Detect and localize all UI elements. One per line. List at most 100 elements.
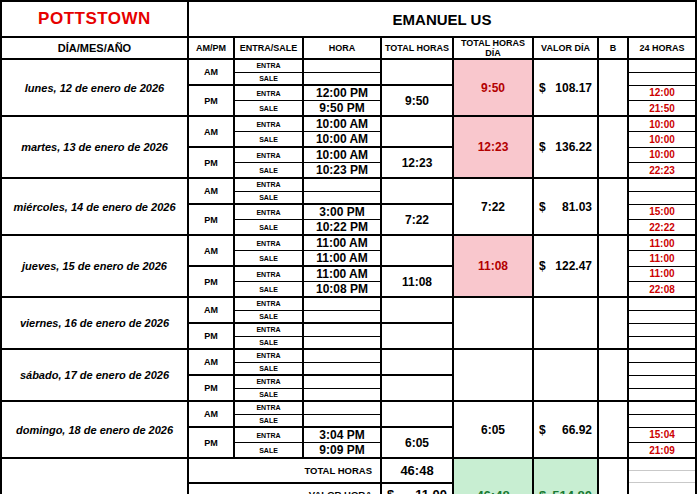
title-row: POTTSTOWN EMANUEL US <box>1 1 696 37</box>
entra-label: ENTRA <box>234 204 303 220</box>
entra-label: ENTRA <box>234 297 303 310</box>
am-label: AM <box>188 349 234 375</box>
total-am-cell <box>381 59 453 85</box>
footer-empty-cell <box>1 458 188 494</box>
b-cell[interactable] <box>598 178 628 235</box>
h24-cell: 15:00 <box>628 204 696 220</box>
valor-hora-value: $11.00 <box>381 483 453 494</box>
h24-cell: 10:00 <box>628 116 696 132</box>
total-pm-cell: 7:22 <box>381 204 453 235</box>
hora-cell[interactable]: 10:00 AM <box>303 132 381 148</box>
hora-cell[interactable] <box>303 59 381 72</box>
h24-empty-row <box>629 471 695 483</box>
currency-sign: $ <box>539 423 546 437</box>
am-label: AM <box>188 59 234 85</box>
table-row: sábado, 17 de enero de 2026 AM ENTRA <box>1 349 696 362</box>
sale-label: SALE <box>234 251 303 267</box>
hora-cell[interactable]: 9:09 PM <box>303 443 381 459</box>
h24-cell: 11:00 <box>628 266 696 282</box>
sale-label: SALE <box>234 163 303 179</box>
hora-cell[interactable] <box>303 401 381 414</box>
b-cell[interactable] <box>598 59 628 116</box>
entra-label: ENTRA <box>234 235 303 251</box>
entra-label: ENTRA <box>234 349 303 362</box>
hora-cell[interactable] <box>303 323 381 336</box>
hora-cell[interactable]: 9:50 PM <box>303 101 381 117</box>
hora-cell[interactable] <box>303 388 381 401</box>
valor-dia-cell: $81.03 <box>533 178 598 235</box>
h24-cell: 11:00 <box>628 235 696 251</box>
total-am-cell <box>381 401 453 427</box>
hora-cell[interactable]: 10:08 PM <box>303 282 381 298</box>
total-horas-label: TOTAL HORAS <box>188 458 381 483</box>
h24-cell <box>628 323 696 336</box>
hora-cell[interactable] <box>303 72 381 85</box>
column-header-row: DÍA/MES/AÑO AM/PM ENTRA/SALE HORA TOTAL … <box>1 37 696 59</box>
h24-cell <box>628 191 696 204</box>
sale-label: SALE <box>234 443 303 459</box>
hora-cell[interactable] <box>303 362 381 375</box>
table-row: domingo, 18 de enero de 2026 AM ENTRA 6:… <box>1 401 696 414</box>
h24-cell <box>628 59 696 72</box>
h24-cell: 10:00 <box>628 132 696 148</box>
total-pm-cell: 6:05 <box>381 427 453 458</box>
b-cell[interactable] <box>598 458 628 494</box>
table-row: viernes, 16 de enero de 2026 AM ENTRA <box>1 297 696 310</box>
sale-label: SALE <box>234 362 303 375</box>
hora-cell[interactable] <box>303 349 381 362</box>
b-cell[interactable] <box>598 116 628 178</box>
h24-cell <box>628 375 696 388</box>
total-pm-cell: 12:23 <box>381 147 453 178</box>
hora-cell[interactable] <box>303 178 381 191</box>
pm-label: PM <box>188 85 234 116</box>
sale-label: SALE <box>234 336 303 349</box>
total-am-cell <box>381 116 453 147</box>
hora-cell[interactable]: 3:00 PM <box>303 204 381 220</box>
hora-cell[interactable] <box>303 297 381 310</box>
entra-label: ENTRA <box>234 266 303 282</box>
h24-cell <box>628 178 696 191</box>
b-cell[interactable] <box>598 235 628 297</box>
h24-cell: 22:23 <box>628 163 696 179</box>
hora-cell[interactable] <box>303 191 381 204</box>
h24-cell: 21:09 <box>628 443 696 459</box>
entra-label: ENTRA <box>234 375 303 388</box>
table-row: miércoles, 14 de enero de 2026 AM ENTRA … <box>1 178 696 191</box>
h24-cell <box>628 362 696 375</box>
hora-cell[interactable] <box>303 414 381 427</box>
sale-label: SALE <box>234 282 303 298</box>
currency-sign: $ <box>539 488 546 494</box>
sale-label: SALE <box>234 72 303 85</box>
h24-cell: 15:04 <box>628 427 696 443</box>
hora-cell[interactable]: 3:04 PM <box>303 427 381 443</box>
pm-label: PM <box>188 266 234 297</box>
b-cell[interactable] <box>598 349 628 401</box>
entra-label: ENTRA <box>234 147 303 163</box>
h24-cell <box>628 401 696 414</box>
hora-cell[interactable] <box>303 336 381 349</box>
hora-cell[interactable]: 11:00 AM <box>303 266 381 282</box>
pm-label: PM <box>188 427 234 458</box>
hora-cell[interactable]: 10:22 PM <box>303 220 381 236</box>
header-total-horas: TOTAL HORAS <box>381 37 453 59</box>
am-label: AM <box>188 235 234 266</box>
hora-cell[interactable] <box>303 375 381 388</box>
day-label: jueves, 15 de enero de 2026 <box>1 235 188 297</box>
h24-empty-row <box>629 459 695 471</box>
hora-cell[interactable]: 12:00 PM <box>303 85 381 101</box>
hora-cell[interactable]: 10:23 PM <box>303 163 381 179</box>
valor-amount: 122.47 <box>555 259 592 273</box>
sale-label: SALE <box>234 414 303 427</box>
day-label: martes, 13 de enero de 2026 <box>1 116 188 178</box>
hora-cell[interactable]: 11:00 AM <box>303 251 381 267</box>
hora-cell[interactable]: 11:00 AM <box>303 235 381 251</box>
hora-cell[interactable] <box>303 310 381 323</box>
b-cell[interactable] <box>598 401 628 458</box>
b-cell[interactable] <box>598 297 628 349</box>
hora-cell[interactable]: 10:00 AM <box>303 147 381 163</box>
currency-sign: $ <box>387 487 394 494</box>
hora-cell[interactable]: 10:00 AM <box>303 116 381 132</box>
h24-cell <box>628 336 696 349</box>
header-dia: DÍA/MES/AÑO <box>1 37 188 59</box>
valor-dia-cell: $136.22 <box>533 116 598 178</box>
